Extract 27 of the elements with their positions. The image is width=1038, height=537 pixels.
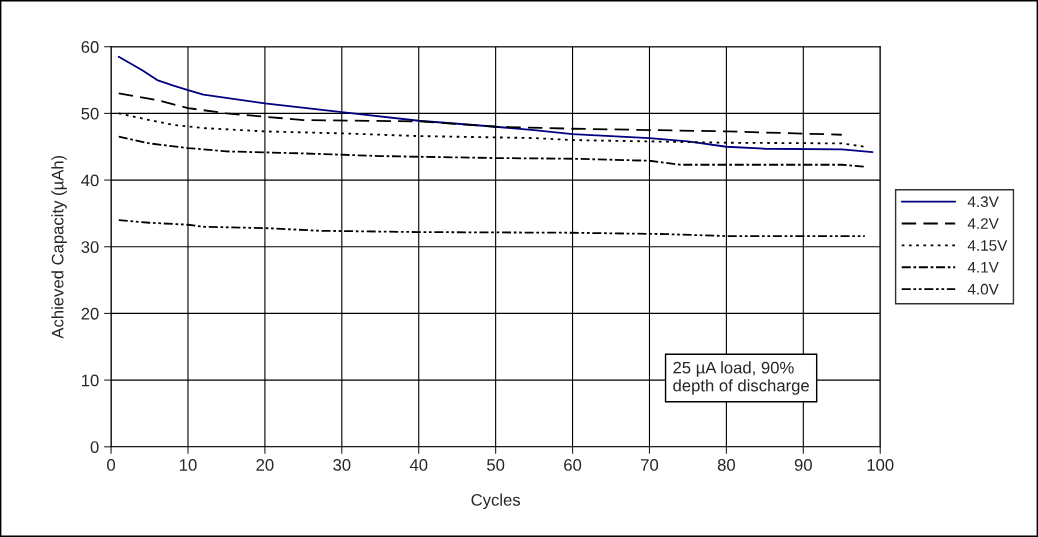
- legend-label: 4.2V: [967, 218, 999, 229]
- y-tick-label: 30: [81, 241, 99, 253]
- x-tick-label: 50: [487, 459, 505, 471]
- x-tick-label: 20: [256, 459, 274, 471]
- y-axis-title: Achieved Capacity (µAh): [51, 155, 67, 339]
- line-series: [117, 55, 874, 153]
- legend-label: 4.15V: [967, 240, 1008, 251]
- y-tick-label: 0: [90, 441, 99, 453]
- y-tick-label: 50: [81, 107, 99, 120]
- x-axis-title: Cycles: [471, 493, 521, 510]
- x-tick-label: 80: [717, 459, 736, 471]
- y-tick-label: 20: [81, 307, 99, 320]
- x-tick-label: 0: [107, 459, 116, 471]
- x-tick-label: 70: [641, 459, 659, 471]
- y-tick-label: 60: [81, 41, 99, 53]
- annotation: 25 µA load, 90% depth of discharge: [673, 361, 809, 395]
- y-tick-label: 10: [81, 374, 99, 387]
- legend-label: 4.3V: [967, 196, 999, 208]
- x-tick-label: 30: [333, 459, 351, 471]
- x-tick-label: 10: [179, 459, 197, 471]
- y-tick-label: 40: [81, 174, 99, 187]
- x-tick-label: 100: [867, 459, 894, 471]
- x-tick-label: 40: [409, 459, 428, 471]
- legend-label: 4.0V: [967, 283, 999, 295]
- legend-label: 4.1V: [967, 262, 999, 273]
- x-tick-label: 60: [564, 459, 582, 471]
- x-tick-label: 90: [794, 459, 812, 471]
